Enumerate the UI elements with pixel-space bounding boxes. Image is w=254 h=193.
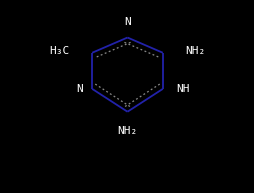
Text: H₃C: H₃C: [49, 46, 69, 56]
Text: N: N: [76, 84, 83, 94]
Text: N: N: [124, 17, 130, 27]
Text: NH₂: NH₂: [185, 46, 205, 56]
Text: NH: NH: [176, 84, 189, 94]
Text: NH₂: NH₂: [117, 126, 137, 136]
